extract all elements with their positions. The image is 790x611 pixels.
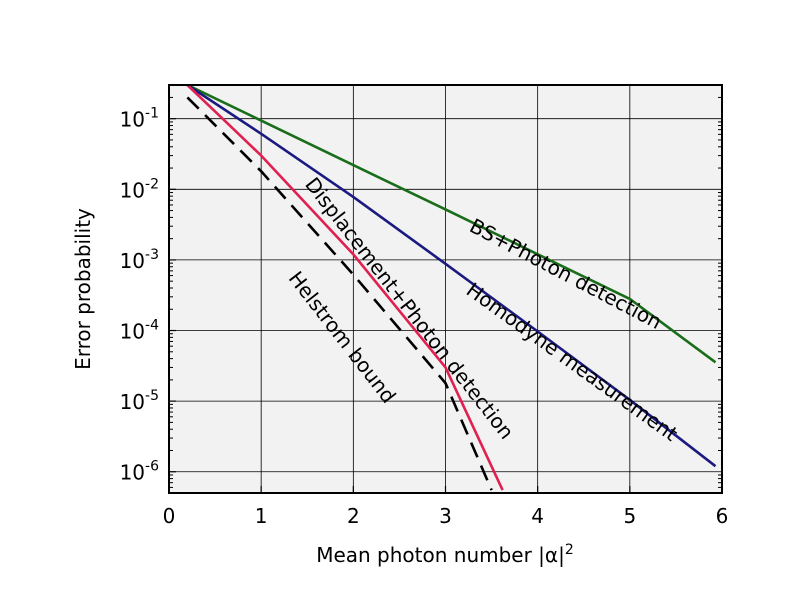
x-tick-label: 0 xyxy=(163,504,176,528)
x-tick-label: 3 xyxy=(439,504,452,528)
y-tick-label: 10-5 xyxy=(120,388,159,414)
series-line-bs-photon-detection xyxy=(186,85,717,364)
x-tick-label: 5 xyxy=(623,504,636,528)
series-line-displacement-photon-detection xyxy=(186,85,504,491)
plot-area xyxy=(168,84,723,494)
y-tick-label: 10-1 xyxy=(120,106,159,132)
y-tick-label: 10-6 xyxy=(120,459,160,485)
y-axis-ticks: 10-1 10-2 10-3 10-4 10-5 10-6 xyxy=(120,96,722,494)
series-lines xyxy=(186,85,717,491)
x-tick-label: 6 xyxy=(716,504,729,528)
y-tick-label: 10-4 xyxy=(120,318,160,344)
x-tick-label: 2 xyxy=(347,504,360,528)
x-tick-label: 4 xyxy=(531,504,544,528)
y-tick-label: 10-3 xyxy=(120,247,159,273)
y-tick-label: 10-2 xyxy=(120,176,159,202)
y-axis-label: Error probability xyxy=(71,208,95,370)
series-line-homodyne-measurement xyxy=(186,85,717,468)
x-axis-label: Mean photon number |α|2 xyxy=(316,542,574,567)
x-tick-label: 1 xyxy=(255,504,268,528)
x-axis-ticks: 0 1 2 3 4 5 6 xyxy=(163,486,729,528)
